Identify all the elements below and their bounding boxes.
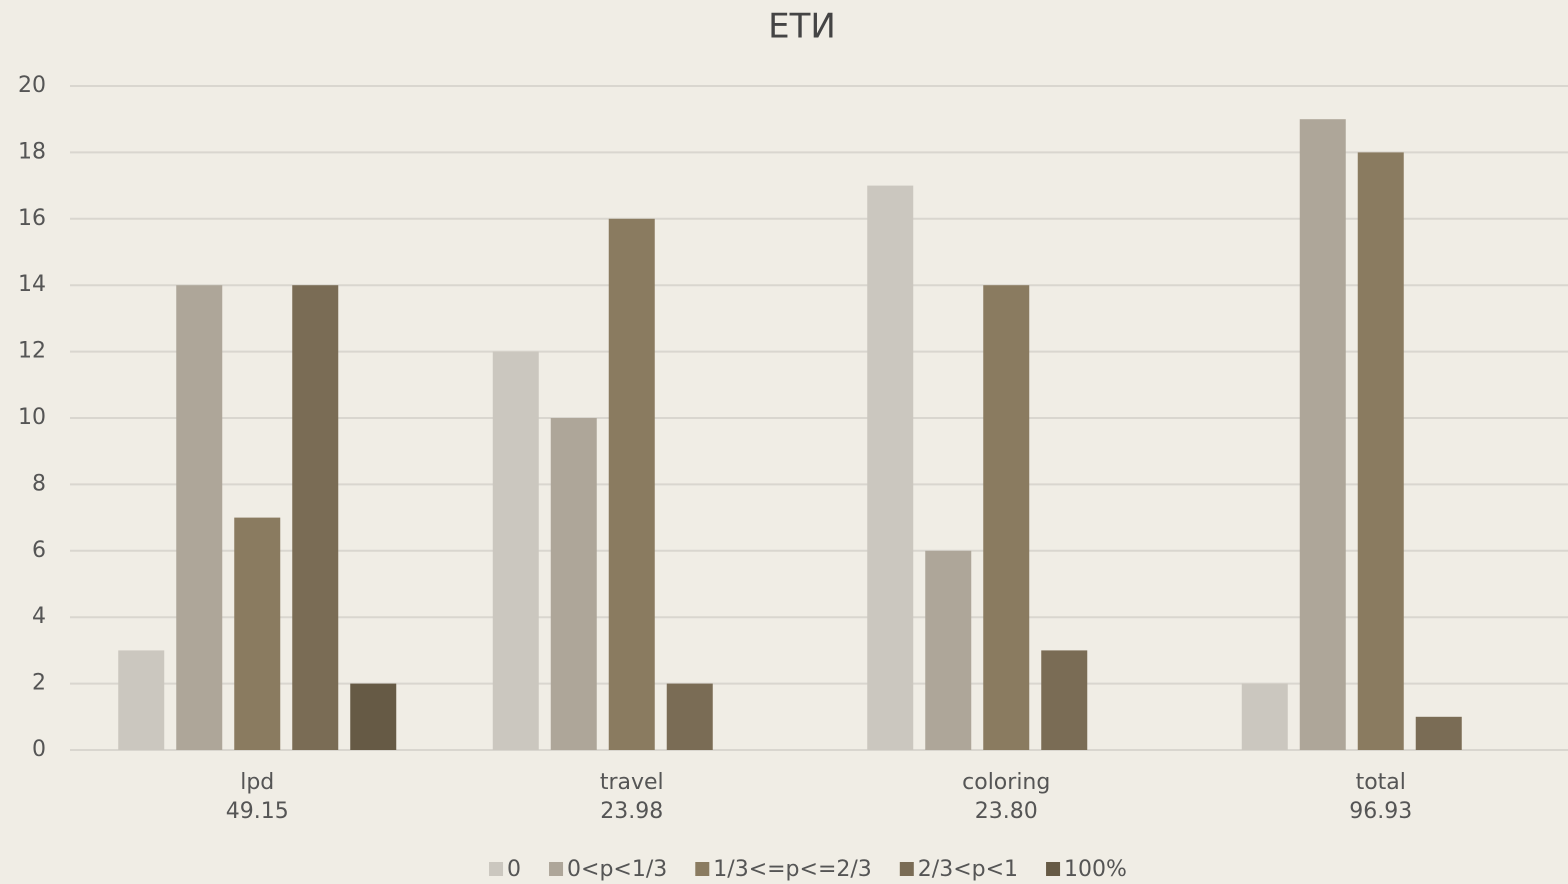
bar	[983, 285, 1030, 750]
x-tick-label: coloring	[962, 770, 1050, 795]
y-tick-label: 18	[18, 139, 46, 164]
y-tick-label: 14	[18, 272, 46, 297]
legend-label: 1/3<=p<=2/3	[713, 857, 872, 882]
legend-swatch	[1046, 862, 1061, 876]
bar	[1299, 119, 1346, 750]
x-tick-label: 96.93	[1349, 799, 1412, 824]
y-tick-label: 6	[32, 538, 46, 563]
x-tick-label: total	[1356, 770, 1406, 795]
bar	[292, 285, 339, 750]
bar	[1357, 152, 1404, 750]
legend-swatch	[695, 862, 710, 876]
bar	[492, 351, 539, 750]
bar	[867, 185, 914, 751]
bar	[1415, 716, 1462, 750]
bar	[1241, 683, 1288, 750]
bar	[925, 550, 972, 750]
legend-label: 0<p<1/3	[567, 857, 667, 882]
y-tick-label: 4	[32, 604, 46, 629]
y-tick-label: 2	[32, 671, 46, 696]
x-tick-label: 23.80	[975, 799, 1038, 824]
x-tick-label: 23.98	[600, 799, 663, 824]
x-tick-label: 49.15	[226, 799, 289, 824]
bar	[350, 683, 397, 750]
y-tick-label: 0	[32, 737, 46, 762]
y-tick-label: 16	[18, 206, 46, 231]
legend-swatch	[549, 862, 564, 876]
bar	[176, 285, 223, 750]
chart-title: ЕТИ	[768, 7, 836, 47]
bar	[666, 683, 713, 750]
bar	[118, 650, 165, 750]
legend-swatch	[489, 862, 504, 876]
x-tick-label: lpd	[240, 770, 274, 795]
y-tick-label: 20	[18, 73, 46, 98]
legend-swatch	[899, 862, 914, 876]
y-tick-label: 12	[18, 339, 46, 364]
bar	[550, 418, 597, 750]
bar	[1041, 650, 1088, 750]
y-tick-label: 8	[32, 471, 46, 496]
y-tick-label: 10	[18, 405, 46, 430]
legend-label: 100%	[1064, 857, 1127, 882]
legend-label: 0	[507, 857, 521, 882]
x-tick-label: travel	[600, 770, 664, 795]
legend-label: 2/3<p<1	[918, 857, 1018, 882]
bar	[234, 517, 281, 750]
bar	[608, 218, 655, 751]
